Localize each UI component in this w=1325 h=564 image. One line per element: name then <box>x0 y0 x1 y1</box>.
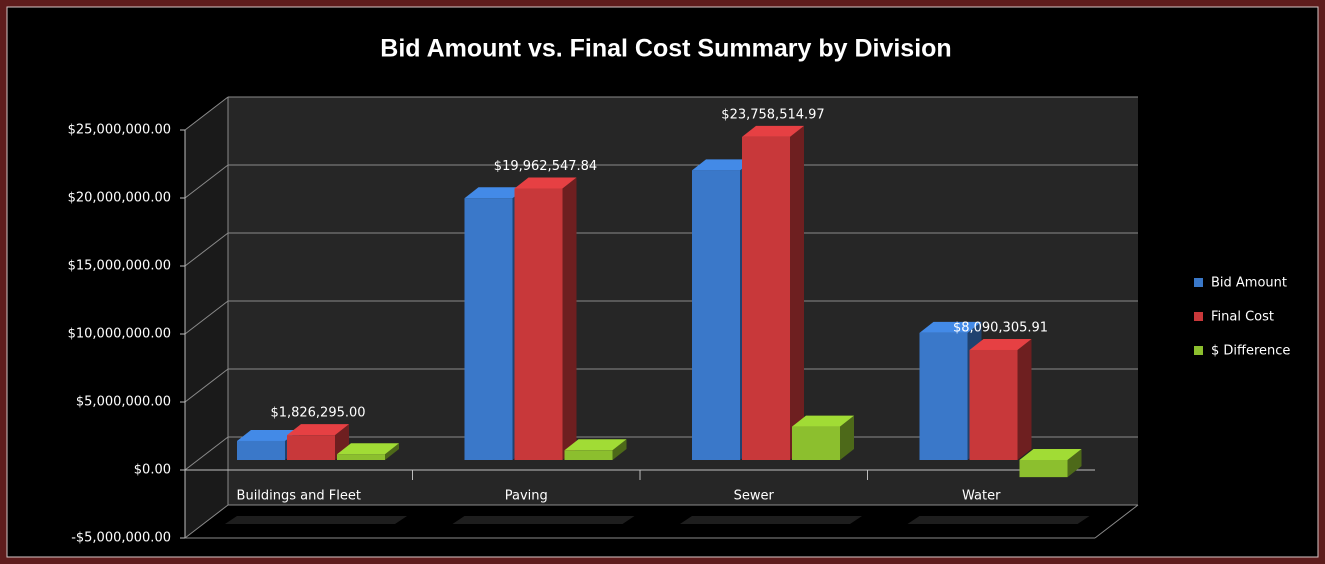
bar-top <box>514 177 577 189</box>
floor-shadow <box>225 516 407 524</box>
bar <box>237 440 285 460</box>
grid-line <box>184 164 229 199</box>
bar-top <box>792 415 854 427</box>
grid-line <box>184 368 229 403</box>
y-tick-label: $0.00 <box>134 463 171 478</box>
bar-top <box>237 429 299 441</box>
bar <box>969 349 1018 460</box>
bar-top <box>337 443 399 455</box>
bar <box>1019 460 1068 478</box>
y-tick-label: $20,000,000.00 <box>68 191 171 206</box>
bar-side <box>562 177 577 461</box>
chart-title: Bid Amount vs. Final Cost Summary by Div… <box>380 35 951 63</box>
floor-edge <box>1094 504 1139 539</box>
grid-line <box>184 504 229 539</box>
bar <box>464 198 513 460</box>
floor-shadow <box>907 516 1090 524</box>
bar-top <box>287 424 349 436</box>
legend-marker <box>1194 312 1203 321</box>
bar <box>919 332 968 460</box>
bar-top <box>464 187 527 199</box>
x-tick-label: Water <box>962 489 1001 504</box>
bar <box>287 435 335 460</box>
bar-top <box>564 439 627 451</box>
bar <box>692 170 740 460</box>
bar-top <box>692 159 754 171</box>
legend-label: Bid Amount <box>1211 276 1287 291</box>
legend-label: Final Cost <box>1211 310 1274 325</box>
data-label: $23,758,514.97 <box>721 107 824 122</box>
bar-side <box>1017 338 1032 460</box>
grid-line <box>184 232 229 267</box>
y-tick-label: $10,000,000.00 <box>68 327 171 342</box>
bar <box>742 136 790 460</box>
floor-shadow <box>452 516 635 524</box>
grid-line <box>184 96 229 131</box>
bar-top <box>919 321 982 333</box>
bar <box>792 426 840 460</box>
bar <box>514 188 563 461</box>
bar <box>564 450 613 460</box>
data-label: $8,090,305.91 <box>953 320 1048 335</box>
y-tick-label: -$5,000,000.00 <box>71 531 171 546</box>
bar-top <box>742 125 804 137</box>
grid-line <box>184 300 229 335</box>
grid-line <box>184 436 229 471</box>
bar-top <box>1019 449 1082 460</box>
bar-side <box>840 415 854 460</box>
y-tick-label: $15,000,000.00 <box>68 259 171 274</box>
bar-top <box>969 338 1032 350</box>
data-label: $1,826,295.00 <box>270 406 365 421</box>
legend-label: $ Difference <box>1211 344 1290 359</box>
x-tick-label: Buildings and Fleet <box>237 489 361 504</box>
legend-marker <box>1194 346 1203 355</box>
data-label: $19,962,547.84 <box>494 159 597 174</box>
bar-side <box>1067 449 1082 478</box>
bar-side <box>385 443 399 460</box>
x-tick-label: Sewer <box>734 489 775 504</box>
bar <box>337 454 385 460</box>
bar-side <box>790 125 804 461</box>
legend-marker <box>1194 278 1203 287</box>
y-tick-label: $25,000,000.00 <box>68 123 171 138</box>
y-tick-label: $5,000,000.00 <box>76 395 171 410</box>
bar-side <box>612 439 627 460</box>
x-tick-label: Paving <box>505 489 548 504</box>
floor-shadow <box>680 516 862 524</box>
